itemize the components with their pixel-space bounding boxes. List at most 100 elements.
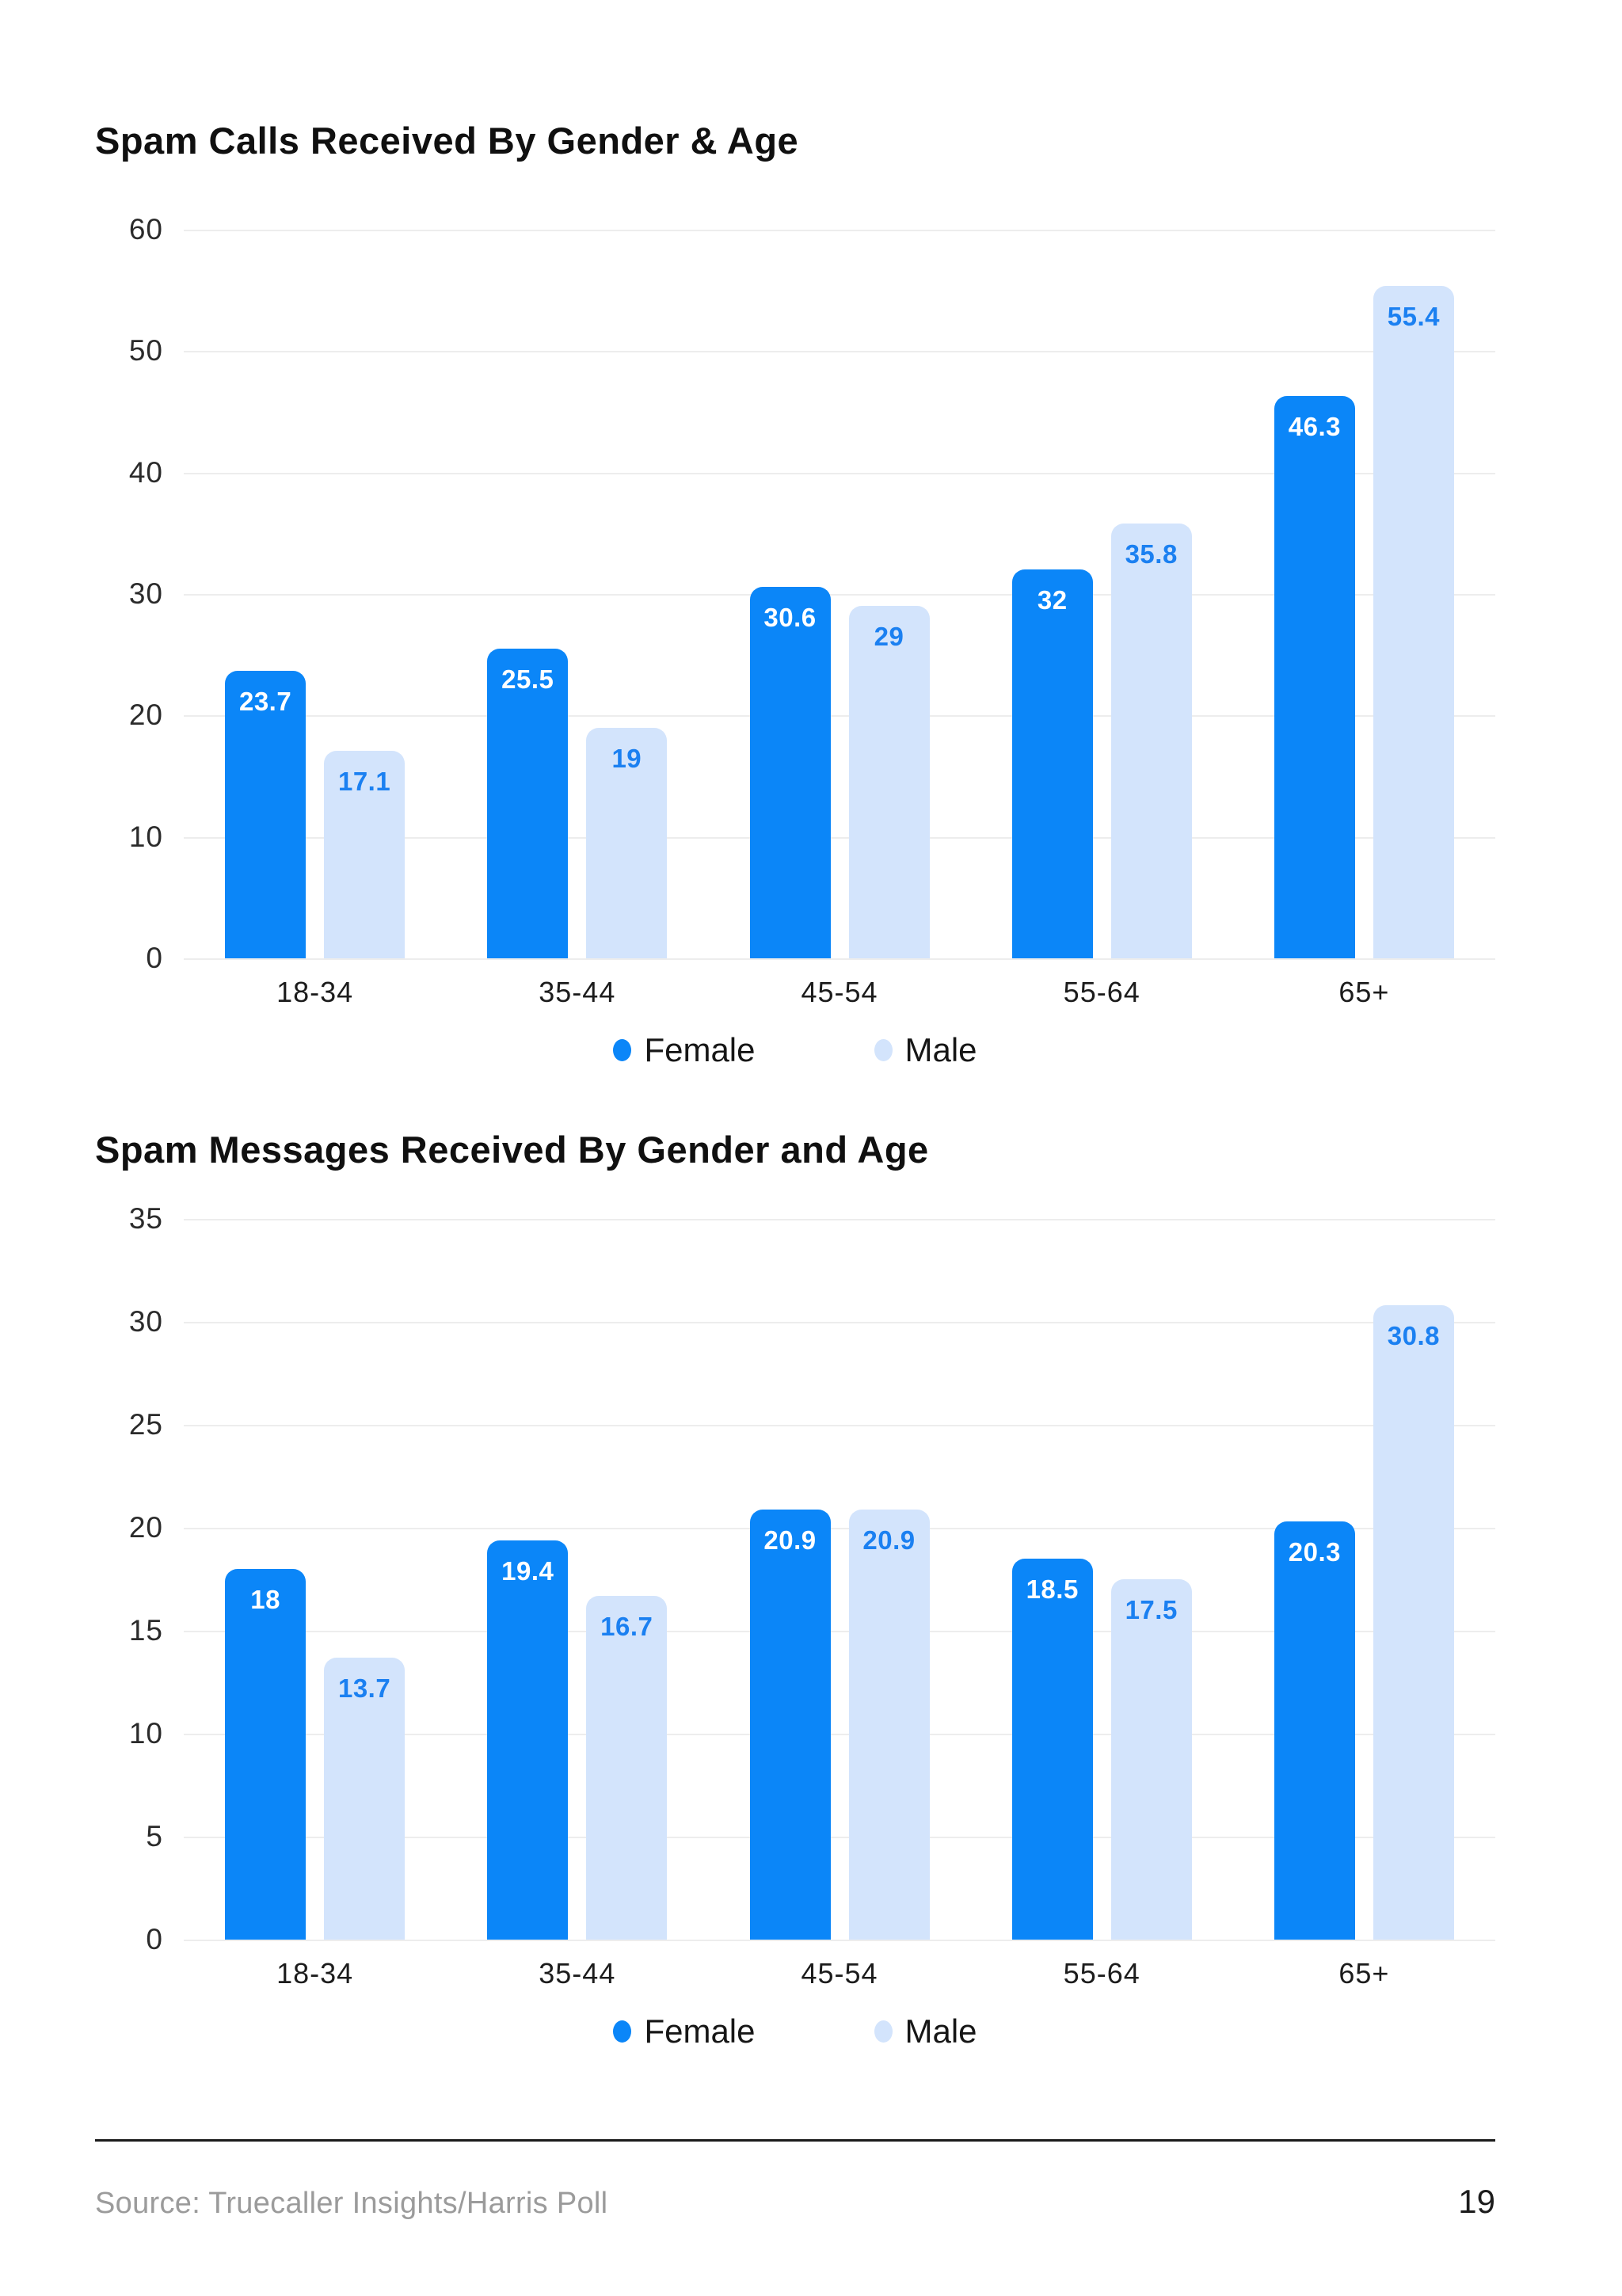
bar-group-35-44: 19.4 16.7 <box>446 1219 708 1940</box>
male-legend-dot-icon <box>874 2020 893 2043</box>
plot-area: 18 13.7 19.4 16.7 20.9 20.9 18.5 17.5 20.3 30.8 <box>184 1219 1495 1941</box>
y-tick-label: 10 <box>128 1717 163 1750</box>
bar-group-65+: 46.3 55.4 <box>1233 230 1495 958</box>
spam-messages-chart: Spam Messages Received By Gender and Age… <box>95 1128 1495 2054</box>
y-tick-label: 40 <box>128 455 163 489</box>
source-note: Source: Truecaller Insights/Harris Poll <box>95 2187 608 2220</box>
bar-value-label: 32 <box>1037 585 1068 615</box>
chart-title-spam-calls: Spam Calls Received By Gender & Age <box>95 120 799 162</box>
bar-value-label: 35.8 <box>1125 539 1178 569</box>
y-tick-label: 25 <box>128 1408 163 1441</box>
x-tick-label: 45-54 <box>801 1957 878 1989</box>
legend-item-male: Male <box>874 1031 977 1069</box>
plot-area: 23.7 17.1 25.5 19 30.6 29 32 35.8 46.3 55.4 <box>184 230 1495 960</box>
legend-label-male: Male <box>904 2012 977 2050</box>
gridline <box>184 472 1495 474</box>
bar-male-35-44: 16.7 <box>586 1595 668 1940</box>
bar-groups: 18 13.7 19.4 16.7 20.9 20.9 18.5 17.5 20.3 30.8 <box>184 1219 1495 1940</box>
spam-calls-chart: Spam Calls Received By Gender & Age 0 10 2… <box>95 119 1495 1072</box>
bar-group-65+: 20.3 30.8 <box>1233 1219 1495 1940</box>
gridline <box>184 230 1495 231</box>
plot-wrap: 18 13.7 19.4 16.7 20.9 20.9 18.5 17.5 20.3 30.8 1… <box>184 1219 1495 1990</box>
y-tick-label: 5 <box>146 1820 163 1852</box>
x-tick-label: 45-54 <box>801 976 878 1008</box>
y-tick-label: 50 <box>128 334 163 367</box>
bar-value-label: 19.4 <box>501 1555 554 1586</box>
bar-group-35-44: 25.5 19 <box>446 230 708 958</box>
y-axis: 0 5 10 15 20 25 30 35 <box>95 1202 184 1955</box>
legend-item-female: Female <box>613 2012 756 2050</box>
legend-item-female: Female <box>613 1031 756 1069</box>
chart-title-spam-messages: Spam Messages Received By Gender and Age <box>95 1129 929 1171</box>
bar-value-label: 17.5 <box>1125 1595 1178 1624</box>
gridline <box>184 351 1495 353</box>
bar-female-35-44: 19.4 <box>487 1540 569 1940</box>
x-tick-label: 35-44 <box>539 1957 616 1989</box>
bar-female-18-34: 18 <box>225 1569 307 1940</box>
bar-female-65+: 46.3 <box>1274 396 1355 958</box>
bar-male-18-34: 17.1 <box>324 750 406 958</box>
bar-value-label: 30.8 <box>1387 1321 1441 1351</box>
gridline <box>184 1631 1495 1632</box>
gridline <box>184 594 1495 596</box>
y-axis: 0 10 20 30 40 50 60 <box>95 213 184 974</box>
y-tick-label: 0 <box>146 942 163 974</box>
male-legend-dot-icon <box>874 1039 893 1061</box>
bar-value-label: 30.6 <box>763 602 817 632</box>
gridline <box>184 1837 1495 1838</box>
bar-value-label: 20.9 <box>862 1525 916 1555</box>
bar-female-18-34: 23.7 <box>225 670 307 958</box>
bar-male-18-34: 13.7 <box>324 1657 406 1940</box>
y-tick-label: 0 <box>146 1923 163 1955</box>
bar-value-label: 46.3 <box>1288 412 1342 442</box>
gridline <box>184 715 1495 718</box>
female-legend-dot-icon <box>613 2020 632 2043</box>
bar-male-55-64: 35.8 <box>1110 524 1192 958</box>
footer: Source: Truecaller Insights/Harris Poll … <box>95 2183 1495 2221</box>
bar-value-label: 23.7 <box>238 686 292 716</box>
gridline <box>184 1940 1495 1941</box>
bar-value-label: 29 <box>874 622 904 652</box>
page-number: 19 <box>1458 2183 1495 2220</box>
bar-value-label: 18 <box>250 1585 280 1614</box>
chart-area: 0 5 10 15 20 25 30 35 18 13.7 19.4 16.7 20.9 20.9 18.… <box>95 1202 1495 1990</box>
bar-male-65+: 30.8 <box>1373 1305 1454 1940</box>
bar-female-55-64: 32 <box>1011 569 1093 958</box>
bar-value-label: 19 <box>611 743 642 773</box>
bar-female-45-54: 20.9 <box>749 1509 831 1940</box>
bar-groups: 23.7 17.1 25.5 19 30.6 29 32 35.8 46.3 55.4 <box>184 230 1495 958</box>
legend-label-female: Female <box>644 2012 756 2050</box>
legend: Female Male <box>95 2009 1495 2054</box>
x-axis: 18-34 35-44 45-54 55-64 65+ <box>184 958 1495 1009</box>
y-tick-label: 35 <box>128 1202 163 1235</box>
bar-group-45-54: 30.6 29 <box>708 230 970 958</box>
bar-value-label: 20.9 <box>763 1525 817 1555</box>
x-tick-label: 35-44 <box>539 976 616 1008</box>
bar-female-45-54: 30.6 <box>749 586 831 958</box>
gridline <box>184 836 1495 839</box>
x-tick-label: 18-34 <box>276 976 354 1008</box>
y-tick-label: 30 <box>128 1305 163 1338</box>
y-tick-label: 30 <box>128 577 163 610</box>
bar-value-label: 25.5 <box>501 664 554 694</box>
gridline <box>184 1322 1495 1323</box>
bar-value-label: 17.1 <box>337 766 391 796</box>
legend: Female Male <box>95 1028 1495 1072</box>
bar-male-35-44: 19 <box>586 727 668 958</box>
gridline <box>184 1425 1495 1426</box>
x-axis: 18-34 35-44 45-54 55-64 65+ <box>184 1940 1495 1990</box>
bar-female-55-64: 18.5 <box>1011 1559 1093 1940</box>
gridline <box>184 958 1495 960</box>
legend-label-male: Male <box>904 1031 977 1068</box>
bar-value-label: 20.3 <box>1288 1537 1342 1567</box>
female-legend-dot-icon <box>613 1039 632 1061</box>
x-tick-label: 18-34 <box>276 1957 354 1989</box>
gridline <box>184 1734 1495 1735</box>
y-tick-label: 20 <box>128 1511 163 1544</box>
bar-group-55-64: 18.5 17.5 <box>971 1219 1233 1940</box>
bar-value-label: 18.5 <box>1026 1574 1079 1604</box>
bar-value-label: 55.4 <box>1387 301 1441 331</box>
plot-wrap: 23.7 17.1 25.5 19 30.6 29 32 35.8 46.3 55.4 18-34… <box>184 230 1495 1009</box>
report-page: Spam Calls Received By Gender & Age 0 10 2… <box>95 119 1495 2221</box>
x-tick-label: 55-64 <box>1063 1957 1140 1989</box>
